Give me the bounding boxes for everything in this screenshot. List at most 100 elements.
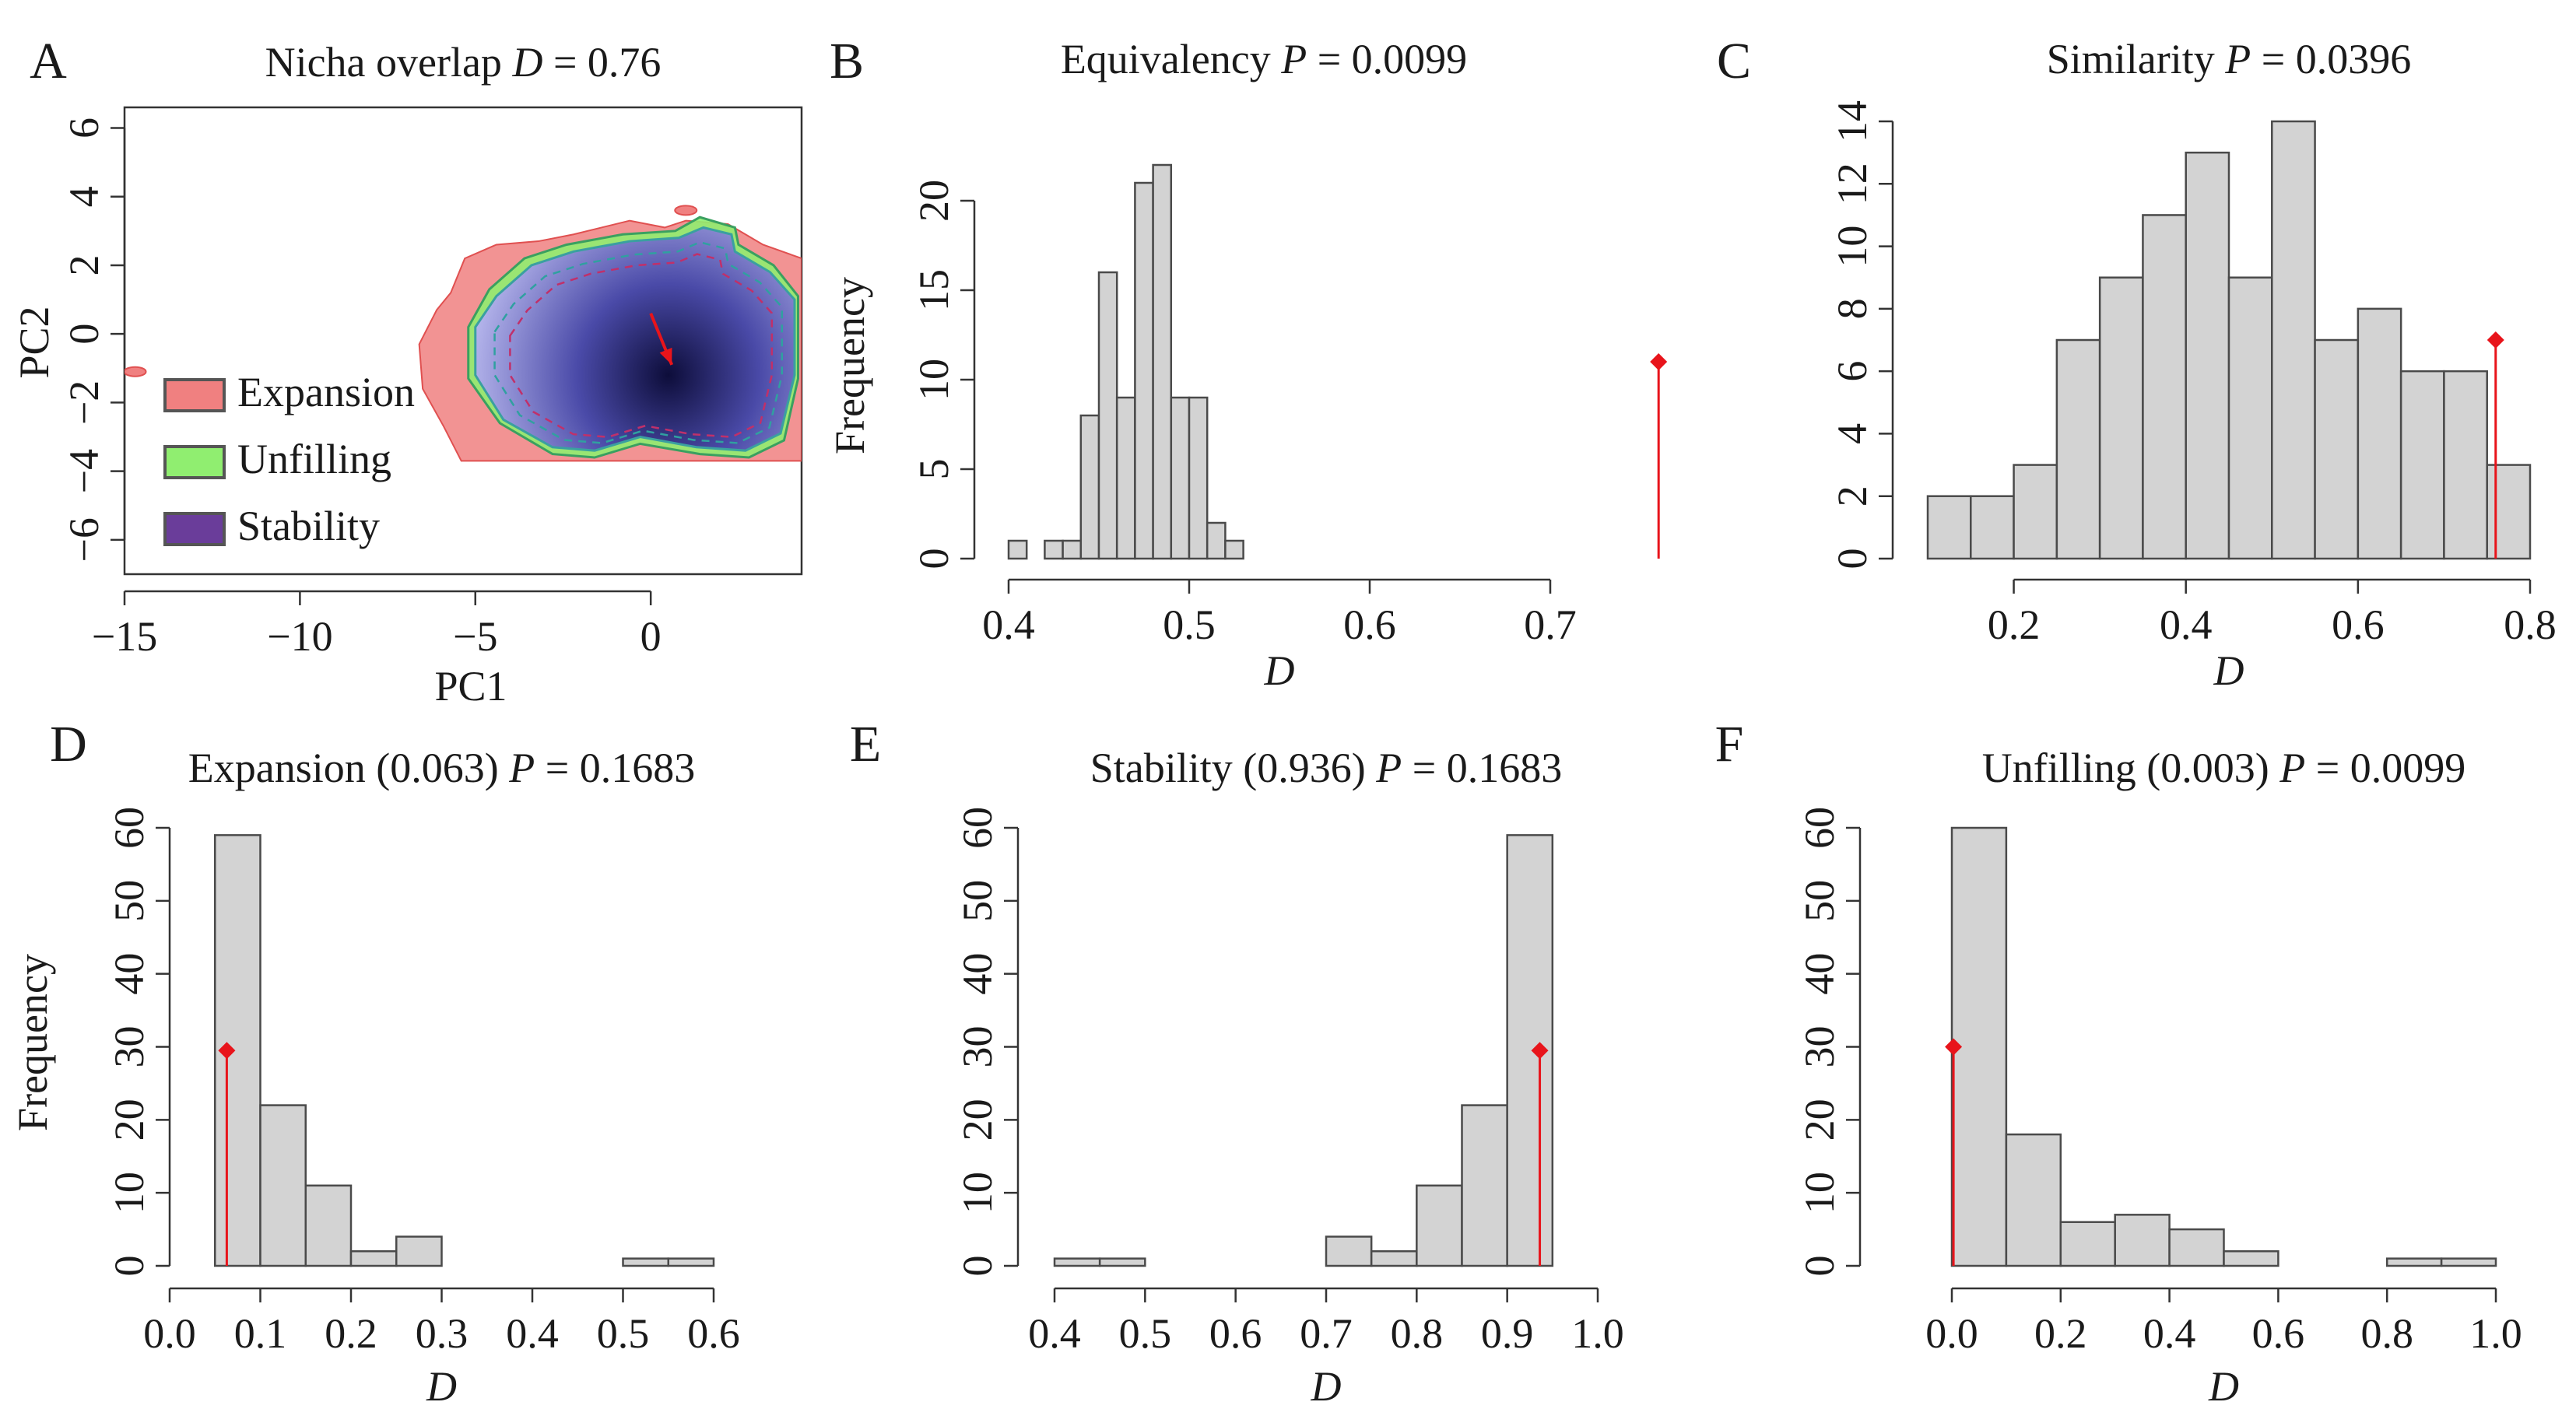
y-tick-label: 50 <box>954 880 1001 922</box>
y-tick-label: 14 <box>1829 100 1876 142</box>
histogram-bar <box>2399 370 2445 560</box>
y-tick-label: 60 <box>106 807 153 849</box>
expansion-blob <box>125 366 147 377</box>
y-axis-label: PC2 <box>11 306 58 378</box>
x-tick-label: 0.6 <box>1343 601 1396 648</box>
y-tick-label: 30 <box>954 1026 1001 1068</box>
y-tick-label: 0 <box>1796 1256 1843 1277</box>
panel-letter: A <box>30 33 67 89</box>
y-tick-label: 20 <box>1796 1099 1843 1141</box>
density-layer <box>125 205 802 462</box>
x-tick-label: 0.5 <box>1119 1310 1172 1357</box>
legend-label: Expansion <box>237 369 415 415</box>
title-stat: P <box>1280 36 1307 82</box>
title-text: Similarity <box>2047 36 2226 82</box>
y-axis-label: Frequency <box>826 277 873 454</box>
title-text: Expansion (0.063) <box>188 745 509 791</box>
y-tick-label: 0 <box>61 324 107 345</box>
chart-title: Stability (0.936) P = 0.1683 <box>1090 745 1562 791</box>
title-value: = 0.0099 <box>1307 36 1467 82</box>
title-text: Unfilling (0.003) <box>1982 745 2279 791</box>
histogram-bar <box>2013 464 2058 560</box>
y-tick-label: 50 <box>106 880 153 922</box>
histogram-bar <box>1044 539 1064 560</box>
x-tick-label: −10 <box>267 613 332 660</box>
chart-title: Expansion (0.063) P = 0.1683 <box>188 745 695 791</box>
panel-c: C Similarity P = 0.0396 0.2 0.4 0.6 0.8 0 2 4 6 8 1… <box>1717 33 2557 694</box>
histogram-bar <box>259 1104 307 1267</box>
x-tick-label: 0.2 <box>325 1310 377 1357</box>
x-tick-label: 0.6 <box>1209 1310 1262 1357</box>
histogram-bar <box>1370 1250 1418 1267</box>
y-tick-label: 30 <box>106 1026 153 1068</box>
y-tick-label: 4 <box>1829 423 1876 444</box>
x-tick-label: 0.3 <box>416 1310 469 1357</box>
x-tick-label: 0.6 <box>2332 601 2385 648</box>
observed-marker <box>218 1042 236 1060</box>
x-tick-label: 0.2 <box>2034 1310 2087 1357</box>
x-tick-label: −5 <box>453 613 497 660</box>
panel-letter: B <box>830 33 864 89</box>
chart-title: Nicha overlap D = 0.76 <box>265 39 662 86</box>
histogram-bar <box>1416 1184 1463 1267</box>
title-stat: D <box>511 39 542 86</box>
y-tick-label: 6 <box>61 117 107 138</box>
observed-marker <box>1531 1042 1549 1060</box>
x-tick-label: 0.8 <box>2504 601 2557 648</box>
histogram-bar <box>1062 539 1083 560</box>
y-tick-label: 20 <box>106 1099 153 1141</box>
title-stat: P <box>2224 36 2251 82</box>
histogram-bar <box>1079 414 1100 560</box>
histogram-bar <box>2223 1250 2279 1267</box>
title-text: Equivalency <box>1061 36 1281 82</box>
histogram-bar <box>2168 1228 2225 1267</box>
y-tick-label: −2 <box>61 380 107 425</box>
x-axis-label: D <box>426 1363 457 1410</box>
y-tick-label: 20 <box>911 180 957 222</box>
x-tick-label: 0.5 <box>597 1310 650 1357</box>
x-axis-label: D <box>1311 1363 1342 1410</box>
x-tick-label: 0.9 <box>1481 1310 1534 1357</box>
histogram-bar <box>1170 396 1191 560</box>
histogram-bar <box>1970 495 2015 560</box>
title-value: = 0.0396 <box>2251 36 2411 82</box>
y-tick-label: 40 <box>1796 953 1843 995</box>
x-tick-label: 1.0 <box>2469 1310 2522 1357</box>
histogram-bar <box>2486 464 2532 560</box>
y-tick-label: 4 <box>61 186 107 207</box>
y-tick-label: 0 <box>954 1256 1001 1277</box>
x-axis-label: D <box>2213 647 2244 694</box>
histogram-bar <box>622 1257 669 1267</box>
y-tick-label: −6 <box>61 517 107 562</box>
histogram-bar <box>1152 163 1173 560</box>
legend-swatch <box>163 512 226 546</box>
panel-d: D Expansion (0.063) P = 0.1683 0.0 0.1 0.2 0.… <box>9 716 740 1410</box>
histogram-bar <box>2443 370 2488 560</box>
y-tick-label: 15 <box>911 269 957 311</box>
histogram-bar <box>1224 539 1244 560</box>
histogram-bar <box>395 1235 443 1267</box>
histogram-bar <box>304 1184 353 1267</box>
title-stat: P <box>2279 745 2305 791</box>
y-tick-label: 0 <box>106 1256 153 1277</box>
histogram-bar <box>2059 1221 2116 1267</box>
panel-b: B Equivalency P = 0.0099 0.4 0.5 0.6 0.7 0 5 10 1… <box>826 33 1668 694</box>
x-tick-label: 0.0 <box>1925 1310 1978 1357</box>
x-tick-label: 0.2 <box>1988 601 2041 648</box>
histogram-bar <box>1053 1257 1101 1267</box>
x-tick-label: 0.0 <box>143 1310 196 1357</box>
x-tick-label: 0.5 <box>1163 601 1216 648</box>
histogram-bar <box>2357 307 2402 560</box>
histogram-bar <box>667 1257 715 1267</box>
histogram-bar <box>2142 214 2187 560</box>
y-tick-label: 2 <box>61 254 107 275</box>
panel-e: E Stability (0.936) P = 0.1683 0.4 0.5 0.6 0.… <box>850 716 1624 1410</box>
y-tick-label: 2 <box>1829 485 1876 506</box>
panel-letter: D <box>50 716 87 773</box>
panel-a: A Nicha overlap D = 0.76 −15 −10 −5 0 −6 −4 −2 0 2… <box>11 33 803 710</box>
histogram-bar <box>1926 495 1972 560</box>
observed-marker <box>1650 353 1668 370</box>
histogram-bar <box>1188 396 1209 560</box>
y-tick-label: 6 <box>1829 361 1876 382</box>
